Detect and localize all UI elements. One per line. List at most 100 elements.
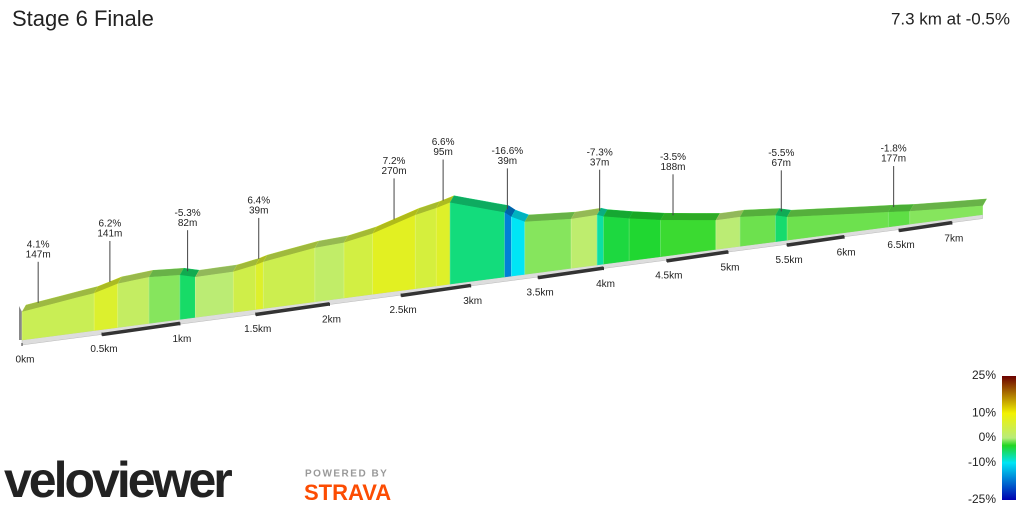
climb-length: 147m (26, 249, 51, 260)
segment (195, 271, 234, 318)
colorbar-label: -25% (968, 492, 996, 506)
segment (117, 277, 150, 328)
segment (570, 214, 598, 269)
x-tick-label: 2km (322, 315, 341, 326)
segment (603, 216, 630, 265)
segment-top-shade (450, 195, 509, 213)
segment (372, 214, 416, 295)
colorbar (1002, 376, 1016, 500)
x-tick-label: 3.5km (527, 287, 554, 298)
colorbar-label: 10% (972, 405, 996, 419)
distance-band (101, 321, 181, 337)
x-tick-label: 5km (721, 263, 740, 274)
climb-grade: -5.3% (175, 208, 201, 219)
segment-top-shade (179, 268, 200, 278)
segment-top-shade (909, 198, 987, 212)
climb-grade: 6.2% (98, 219, 121, 230)
segment (449, 202, 505, 285)
climb-length: 188m (661, 162, 686, 173)
x-tick-label: 7km (944, 233, 963, 244)
segment (255, 261, 264, 310)
segment-top-shade (255, 255, 268, 266)
distance-band (537, 266, 604, 280)
climb-grade: 6.6% (432, 137, 455, 148)
segment-top-shade (660, 213, 720, 221)
segment (232, 264, 256, 313)
x-tick-label: 4.5km (655, 270, 682, 281)
segment (888, 211, 910, 228)
segment (504, 212, 512, 278)
x-tick-label: 5.5km (775, 255, 802, 266)
x-tick-label: 0km (16, 355, 35, 366)
segment (93, 283, 119, 331)
x-tick-label: 3km (463, 296, 482, 307)
segment-top-shade (263, 241, 319, 263)
climb-grade: 7.2% (383, 156, 406, 167)
segment-top-shade (597, 208, 608, 217)
climb-grade: 4.1% (27, 239, 50, 250)
colorbar-label: 25% (972, 368, 996, 382)
x-tick-label: 1.5km (244, 324, 271, 335)
segment-top-shade (715, 210, 744, 221)
segment-top-shade (22, 286, 99, 312)
climb-grade: -1.8% (881, 144, 907, 155)
climb-length: 95m (433, 147, 452, 158)
segment-top-shade (740, 208, 780, 218)
distance-band (255, 302, 330, 317)
chart-title: Stage 6 Finale (12, 6, 154, 31)
segment (343, 233, 373, 299)
climb-length: 39m (498, 156, 517, 167)
colorbar-label: -10% (968, 455, 996, 469)
segment (775, 215, 788, 242)
climb-grade: 6.4% (247, 196, 270, 207)
segment (909, 205, 983, 225)
climb-length: 37m (590, 157, 609, 168)
x-tick-label: 2.5km (390, 305, 417, 316)
segment (415, 208, 437, 289)
segment-top-shade (415, 201, 441, 216)
segment-top-shade (314, 235, 348, 248)
climb-length: 39m (249, 206, 268, 217)
climb-length: 67m (772, 158, 791, 169)
segment (179, 274, 196, 320)
segment (739, 215, 776, 247)
segment (314, 242, 345, 303)
segment (436, 202, 451, 287)
colorbar-label: 0% (979, 430, 997, 444)
segment-top-shade (436, 195, 454, 209)
climb-grade: -16.6% (492, 146, 524, 157)
segment-top-shade (195, 264, 238, 278)
powered-by: POWERED BY (305, 469, 388, 480)
distance-band (666, 250, 729, 263)
segment-top-shade (344, 226, 377, 243)
segment (511, 216, 525, 277)
segment-top-shade (149, 268, 184, 278)
x-tick-label: 4km (596, 279, 615, 290)
distance-band (400, 283, 471, 298)
strava-logo: STRAVA (304, 480, 391, 505)
segment-top-shade (629, 211, 665, 221)
segment-top-shade (511, 210, 529, 222)
segment (596, 214, 604, 266)
x-tick-label: 6km (837, 247, 856, 258)
segment-top-shade (233, 258, 260, 272)
segment (715, 216, 741, 250)
segment-top-shade (603, 209, 634, 219)
segment (786, 211, 889, 241)
segment (524, 218, 572, 275)
climb-grade: -5.5% (768, 148, 794, 159)
segment (660, 219, 717, 257)
logo: veloviewer (4, 452, 232, 508)
climb-length: 270m (382, 166, 407, 177)
chart-subtitle: 7.3 km at -0.5% (891, 9, 1010, 28)
segment-top-shade (888, 204, 914, 213)
climb-length: 141m (97, 229, 122, 240)
profile-cap (19, 306, 22, 340)
segment (148, 274, 181, 324)
segment (263, 247, 316, 309)
x-tick-label: 1km (172, 334, 191, 345)
distance-band (898, 220, 953, 233)
climb-grade: -7.3% (587, 147, 613, 158)
segment-top-shade (94, 276, 122, 294)
